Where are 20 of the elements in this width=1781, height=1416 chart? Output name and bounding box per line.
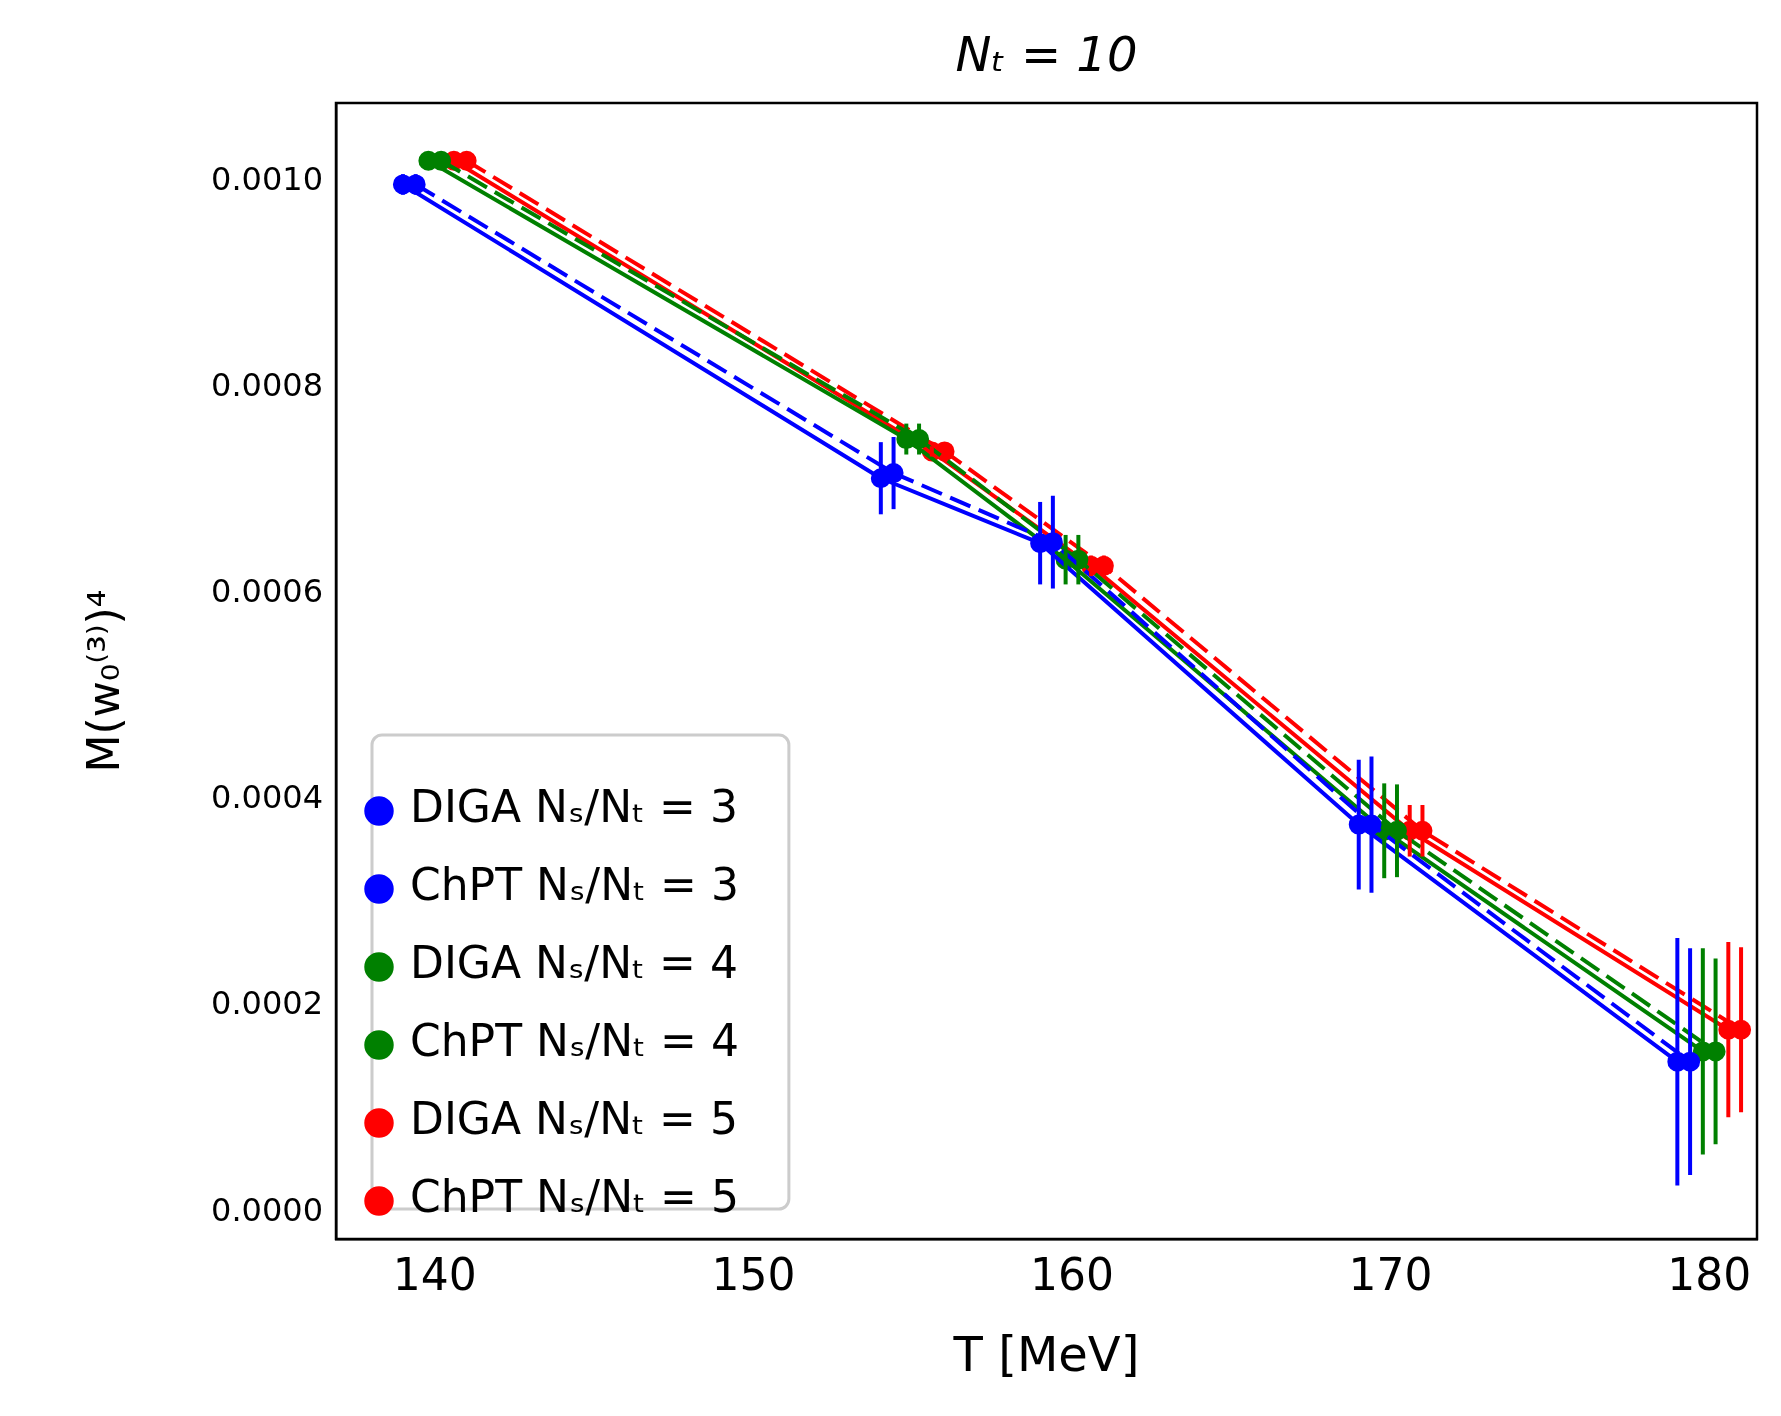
legend-label: DIGA Nₛ/Nₜ = 4 [410,937,738,989]
x-tick-label: 140 [392,1248,477,1300]
chart-title: Nₜ = 10 [954,26,1139,82]
x-tick-label: 170 [1348,1248,1433,1300]
legend-label: ChPT Nₛ/Nₜ = 5 [410,1171,739,1223]
y-axis-title: M(w₀⁽³⁾)⁴ [77,589,129,773]
x-tick-label: 160 [1030,1248,1114,1300]
y-tick-label: 0.0010 [211,159,323,198]
legend-label: ChPT Nₛ/Nₜ = 4 [410,1015,739,1067]
x-tick-label: 180 [1667,1248,1752,1300]
y-tick-label: 0.0006 [211,572,323,610]
y-tick-label: 0.0004 [211,778,323,817]
legend-label: ChPT Nₛ/Nₜ = 3 [410,859,739,911]
legend-label: DIGA Nₛ/Nₜ = 3 [410,781,738,833]
y-tick-label: 0.0008 [211,365,323,404]
x-axis-title: T [MeV] [952,1326,1141,1382]
x-tick-label: 150 [711,1248,796,1300]
legend-label: DIGA Nₛ/Nₜ = 5 [410,1093,738,1145]
y-tick-label: 0.0002 [211,984,323,1023]
y-tick-label: 0.0000 [211,1190,323,1229]
